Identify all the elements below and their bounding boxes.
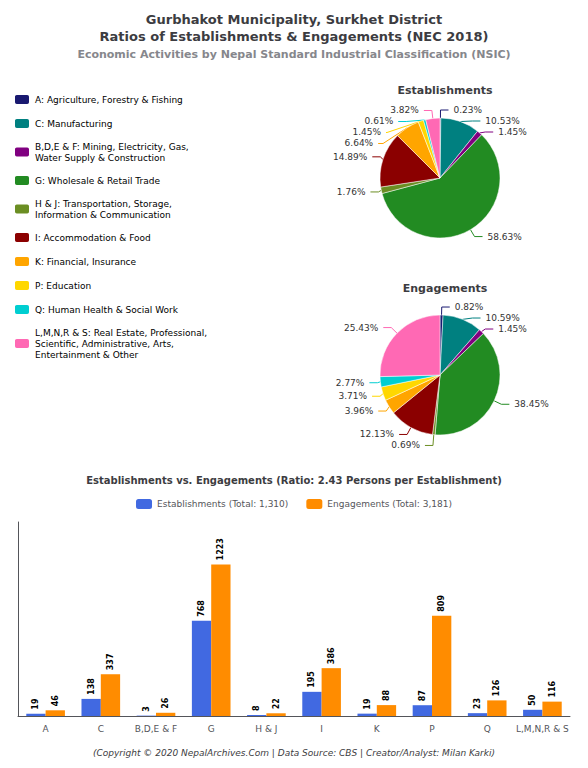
svg-text:138: 138 [87, 678, 96, 695]
svg-text:H & J: H & J [255, 724, 277, 734]
svg-text:10.59%: 10.59% [486, 313, 521, 323]
svg-text:H & J: Transportation, Storage: H & J: Transportation, Storage, [35, 199, 172, 209]
svg-text:Water Supply & Construction: Water Supply & Construction [35, 153, 165, 163]
svg-text:Engagements: Engagements [403, 282, 488, 295]
svg-text:Entertainment & Other: Entertainment & Other [35, 350, 139, 360]
svg-text:2.77%: 2.77% [336, 378, 365, 388]
svg-text:386: 386 [327, 647, 336, 664]
svg-text:26: 26 [161, 697, 170, 709]
svg-text:19: 19 [31, 698, 40, 710]
svg-text:768: 768 [197, 600, 206, 617]
svg-text:809: 809 [437, 595, 446, 612]
svg-text:K: K [374, 724, 381, 734]
svg-text:P: P [429, 724, 435, 734]
svg-text:B,D,E & F: Mining, Electricity: B,D,E & F: Mining, Electricity, Gas, [35, 142, 189, 152]
svg-text:46: 46 [51, 695, 60, 707]
svg-text:1.45%: 1.45% [352, 127, 381, 137]
svg-text:0.69%: 0.69% [391, 440, 420, 450]
svg-text:P: Education: P: Education [35, 281, 91, 291]
svg-text:Q: Human Health & Social Work: Q: Human Health & Social Work [35, 305, 179, 315]
svg-text:Establishments (Total: 1,310): Establishments (Total: 1,310) [157, 499, 288, 509]
svg-text:337: 337 [106, 654, 115, 671]
svg-text:Scientific, Administrative, Ar: Scientific, Administrative, Arts, [35, 339, 174, 349]
svg-text:G: Wholesale & Retail Trade: G: Wholesale & Retail Trade [35, 176, 160, 186]
svg-text:L,M,N,R & S: Real Estate, Prof: L,M,N,R & S: Real Estate, Professional, [35, 328, 207, 338]
svg-text:58.63%: 58.63% [488, 232, 523, 242]
svg-text:50: 50 [528, 694, 537, 706]
svg-text:C: Manufacturing: C: Manufacturing [35, 119, 112, 129]
svg-text:6.64%: 6.64% [345, 138, 374, 148]
svg-text:I: I [320, 724, 323, 734]
svg-text:3.82%: 3.82% [390, 105, 419, 115]
svg-text:G: G [208, 724, 215, 734]
svg-text:Establishments: Establishments [397, 84, 493, 97]
svg-text:B,D,E & F: B,D,E & F [135, 724, 177, 734]
svg-text:C: C [98, 724, 104, 734]
svg-text:1.45%: 1.45% [498, 324, 527, 334]
svg-text:(Copyright © 2020 NepalArchive: (Copyright © 2020 NepalArchives.Com | Da… [93, 748, 495, 758]
svg-text:88: 88 [382, 690, 391, 702]
svg-text:10.53%: 10.53% [485, 116, 520, 126]
svg-text:1223: 1223 [216, 538, 225, 560]
svg-text:Q: Q [484, 724, 491, 734]
svg-text:14.89%: 14.89% [333, 152, 368, 162]
svg-text:1.45%: 1.45% [498, 127, 527, 137]
svg-text:Ratios of Establishments & Eng: Ratios of Establishments & Engagements (… [100, 29, 489, 44]
svg-text:I: Accommodation & Food: I: Accommodation & Food [35, 233, 151, 243]
svg-text:3.71%: 3.71% [338, 391, 367, 401]
svg-text:22: 22 [272, 698, 281, 709]
svg-text:L,M,N,R & S: L,M,N,R & S [516, 724, 569, 734]
svg-text:19: 19 [363, 698, 372, 710]
svg-text:23: 23 [473, 698, 482, 709]
svg-text:126: 126 [492, 679, 501, 696]
svg-text:Establishments vs. Engagements: Establishments vs. Engagements (Ratio: 2… [86, 475, 502, 486]
svg-text:A: A [43, 724, 50, 734]
svg-text:116: 116 [548, 680, 557, 697]
svg-text:87: 87 [418, 690, 427, 701]
svg-text:0.23%: 0.23% [453, 105, 482, 115]
svg-text:Economic Activities by Nepal S: Economic Activities by Nepal Standard In… [77, 48, 510, 61]
svg-text:38.45%: 38.45% [514, 399, 549, 409]
svg-text:0.61%: 0.61% [365, 116, 394, 126]
svg-text:1.76%: 1.76% [337, 187, 366, 197]
svg-text:A: Agriculture, Forestry & Fis: A: Agriculture, Forestry & Fishing [35, 95, 183, 105]
svg-text:195: 195 [307, 671, 316, 688]
svg-text:Engagements (Total: 3,181): Engagements (Total: 3,181) [327, 499, 452, 509]
svg-text:Gurbhakot Municipality, Surkhe: Gurbhakot Municipality, Surkhet District [146, 12, 442, 27]
svg-text:3: 3 [142, 706, 151, 712]
svg-text:Information & Communication: Information & Communication [35, 210, 171, 220]
svg-text:K: Financial, Insurance: K: Financial, Insurance [35, 257, 137, 267]
svg-text:12.13%: 12.13% [360, 429, 395, 439]
svg-text:8: 8 [252, 705, 261, 711]
svg-text:25.43%: 25.43% [344, 323, 379, 333]
svg-text:3.96%: 3.96% [345, 406, 374, 416]
svg-text:0.82%: 0.82% [455, 302, 484, 312]
